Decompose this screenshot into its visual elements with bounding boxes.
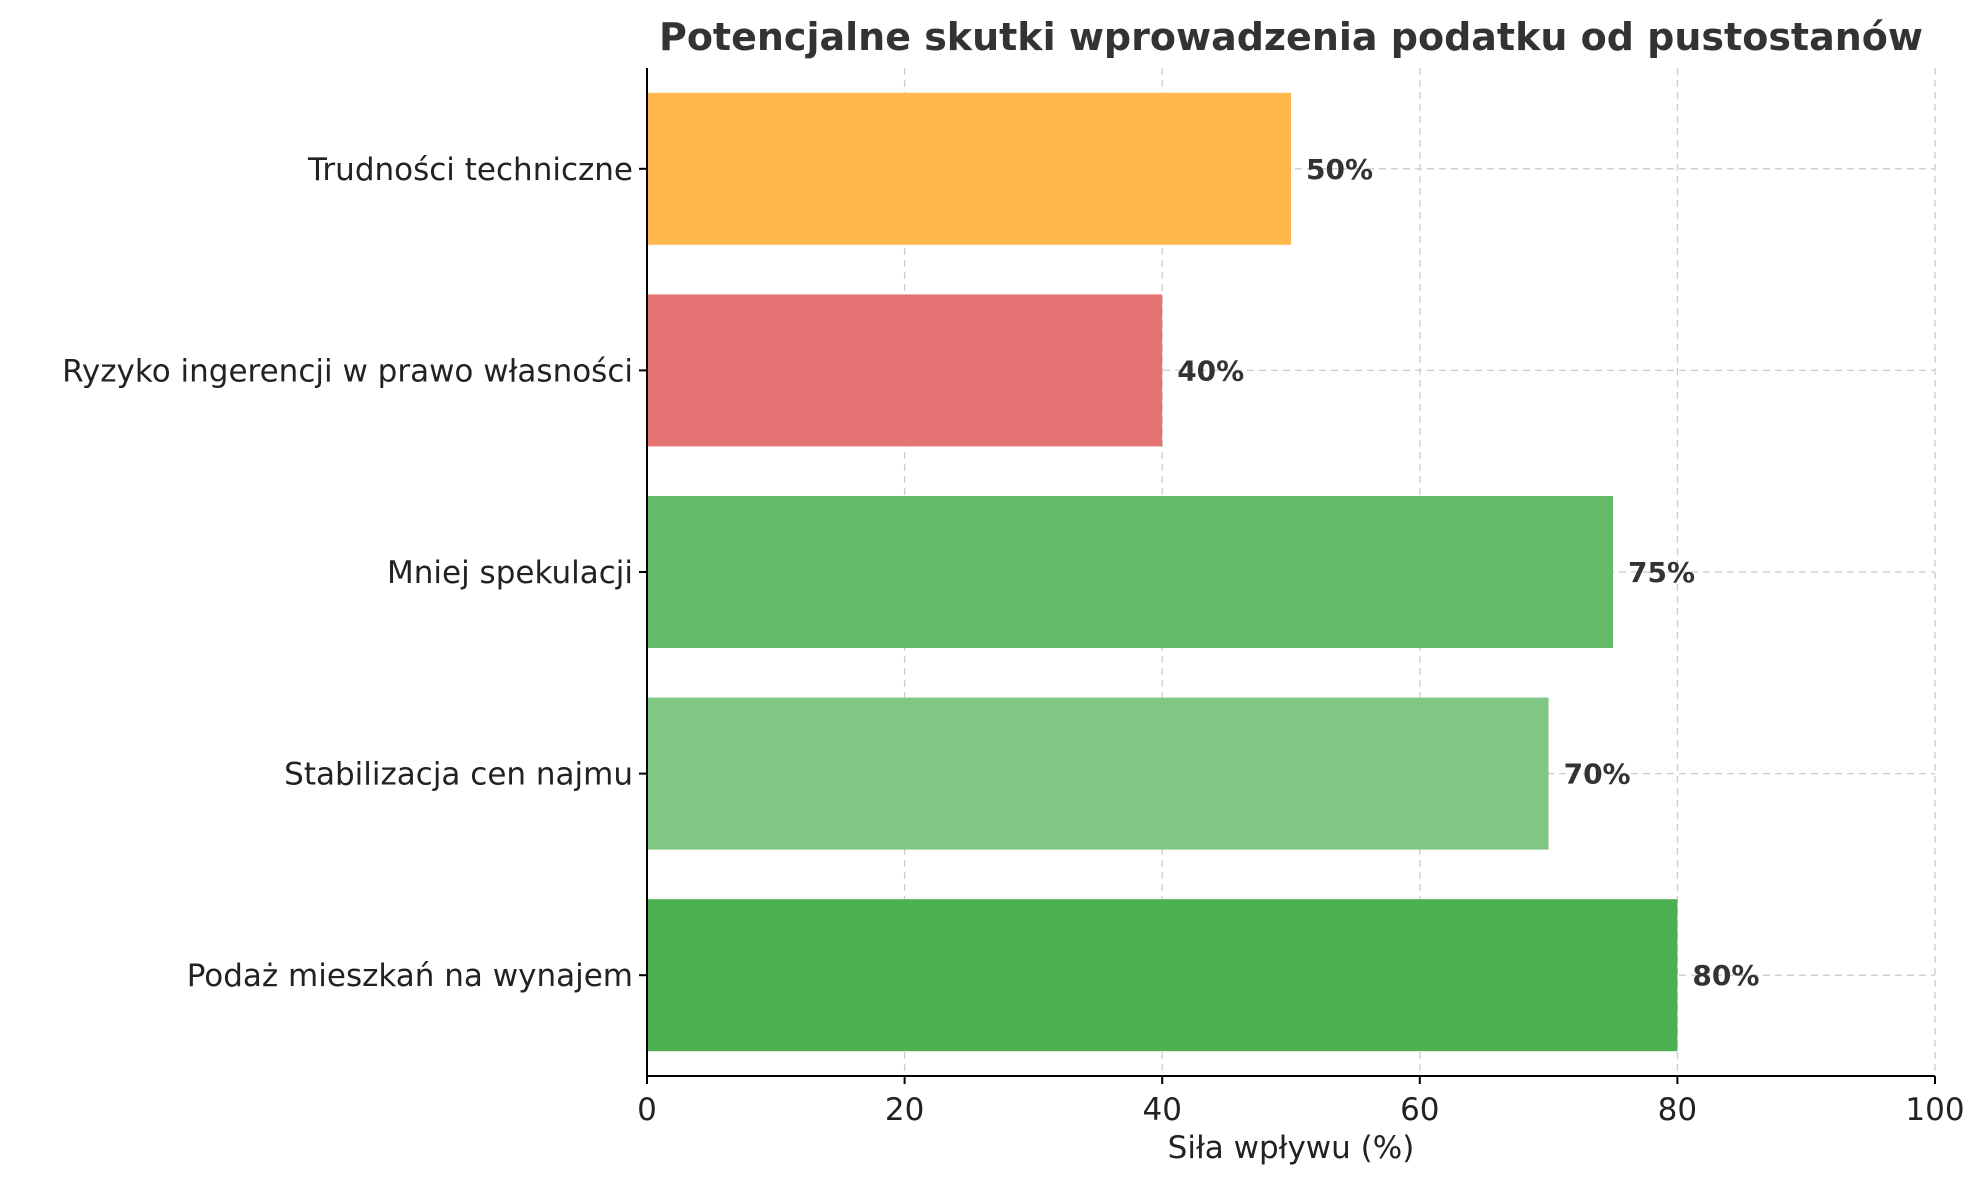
x-tick-label-4: 80 [1658,1092,1697,1128]
data-label-0: 80% [1692,959,1759,992]
x-tick-label-0: 0 [637,1092,657,1128]
x-tick-label-3: 60 [1400,1092,1439,1128]
data-label-3: 40% [1177,354,1244,387]
bars [647,92,1678,1052]
bar-1 [647,697,1549,850]
x-tick-label-5: 100 [1905,1092,1964,1128]
category-label-1: Stabilizacja cen najmu [284,757,633,793]
category-label-4: Trudności techniczne [307,152,633,188]
category-label-0: Podaż mieszkań na wynajem [187,958,633,994]
x-ticks: 0 20 40 60 80 100 [637,1076,1965,1128]
bar-2 [647,496,1613,648]
bar-3 [647,294,1163,447]
category-label-2: Mniej spekulacji [387,555,633,591]
chart-title: Potencjalne skutki wprowadzenia podatku … [659,15,1923,59]
bar-0 [647,899,1678,1052]
data-label-4: 50% [1306,153,1373,186]
x-tick-label-1: 20 [885,1092,924,1128]
bar-4 [647,92,1291,245]
x-axis-label: Siła wpływu (%) [1168,1130,1415,1166]
x-tick-label-2: 40 [1142,1092,1181,1128]
data-label-2: 75% [1628,556,1695,589]
data-label-1: 70% [1564,758,1631,791]
y-categories: Podaż mieszkań na wynajem Stabilizacja ce… [62,152,647,994]
value-labels: 80% 70% 75% 40% 50% [1177,153,1759,992]
category-label-3: Ryzyko ingerencji w prawo własności [62,353,633,389]
